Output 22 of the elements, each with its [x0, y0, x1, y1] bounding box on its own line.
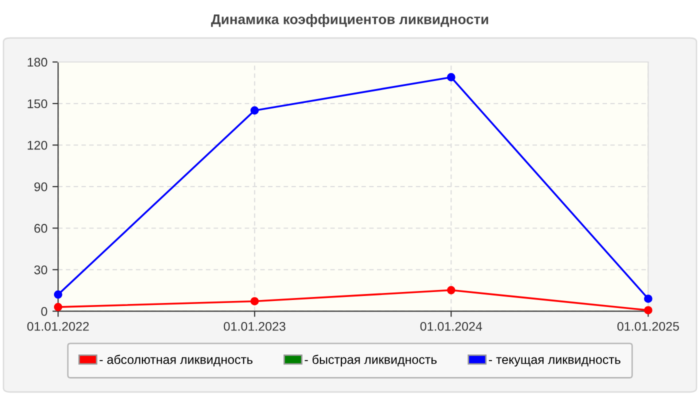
y-tick-label: 180	[28, 58, 48, 67]
point	[446, 286, 456, 294]
point	[644, 294, 652, 303]
legend-label: - быстрая ликвидность	[304, 354, 437, 366]
y-tick-label: 120	[28, 140, 48, 150]
point	[250, 106, 259, 115]
y-tick-label: 60	[34, 224, 48, 233]
x-tick-label: 01.01.2023	[224, 322, 286, 331]
chart-title: Динамика коэффициентов ликвидности	[211, 14, 488, 27]
y-tick-label: 90	[34, 182, 48, 192]
y-tick-label: 30	[34, 265, 48, 274]
x-tick-label: 01.01.2025	[617, 322, 679, 331]
y-tick-label: 0	[41, 307, 48, 316]
point	[644, 306, 652, 314]
x-tick-label: 01.01.2022	[27, 322, 89, 331]
legend-label: - текущая ликвидность	[488, 357, 620, 366]
x-tick-label: 01.01.2024	[420, 322, 482, 331]
y-tick-label: 150	[28, 99, 48, 108]
legend-label: - абсолютная ликвидность	[100, 354, 252, 366]
point	[446, 73, 456, 82]
point	[250, 297, 259, 306]
point	[54, 290, 62, 299]
